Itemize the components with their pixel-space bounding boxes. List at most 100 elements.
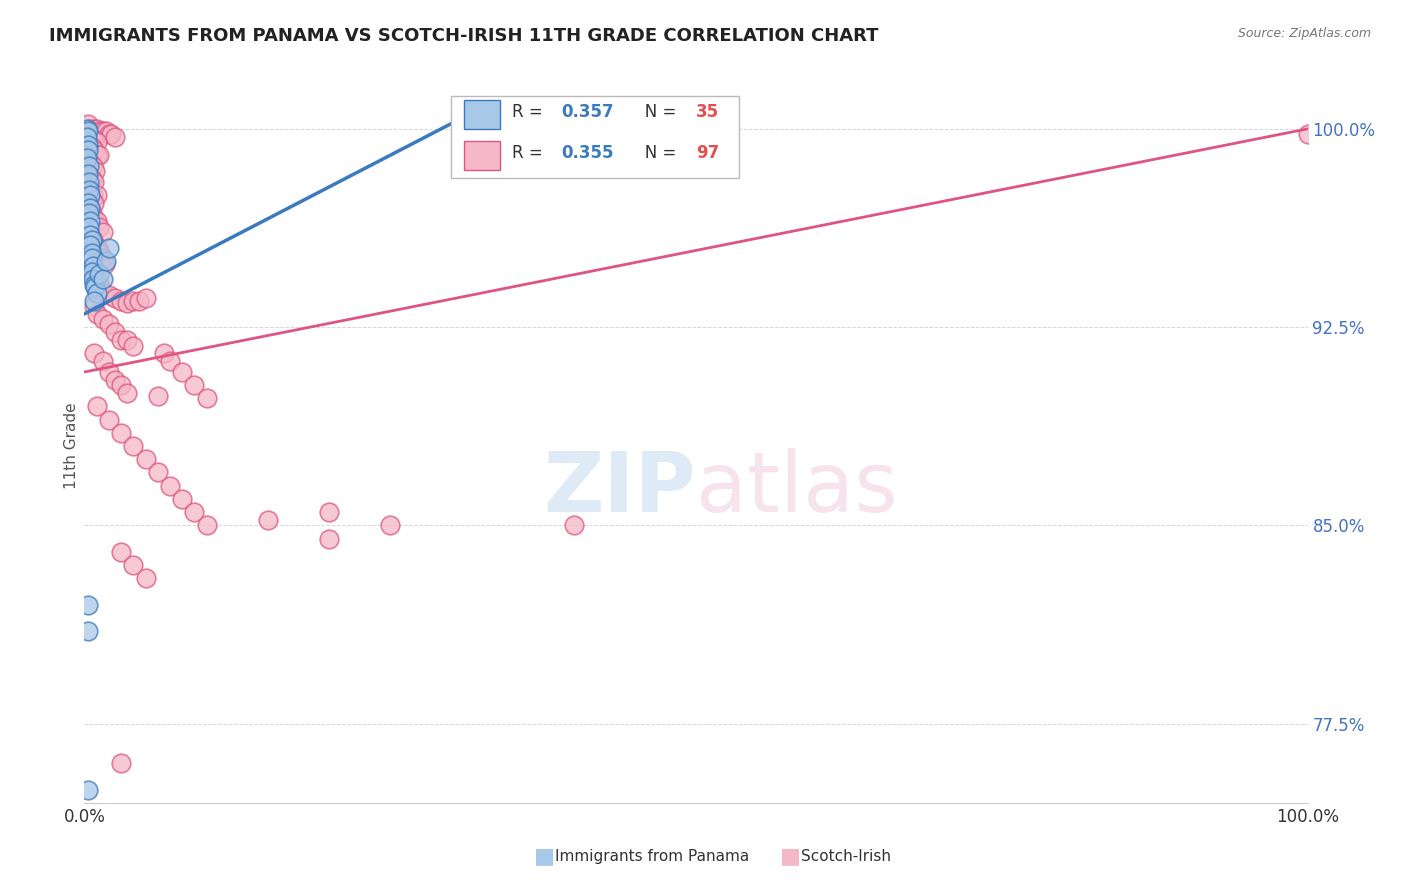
Point <box>82 159 104 173</box>
Point <box>82 260 104 274</box>
Point <box>77 598 100 612</box>
Point <box>79 227 101 242</box>
Point <box>80 206 103 220</box>
Text: R =: R = <box>513 103 548 121</box>
Point <box>82 233 104 247</box>
Point <box>110 378 132 392</box>
Point <box>79 156 101 170</box>
Point <box>128 293 150 308</box>
Point <box>87 148 110 162</box>
Point <box>153 346 176 360</box>
Point <box>89 246 111 260</box>
Point <box>77 169 100 184</box>
Point <box>79 186 101 200</box>
Text: 0.357: 0.357 <box>561 103 614 121</box>
Point <box>83 299 105 313</box>
Point <box>96 254 118 268</box>
Point <box>77 180 100 194</box>
Point <box>122 439 145 453</box>
Point <box>86 214 108 228</box>
Point <box>76 129 98 144</box>
Point <box>76 151 98 165</box>
Y-axis label: 11th Grade: 11th Grade <box>63 402 79 490</box>
Point <box>115 296 138 310</box>
Point <box>77 143 100 157</box>
Point <box>87 219 110 234</box>
Point <box>77 195 100 210</box>
Point <box>97 288 120 302</box>
Point <box>83 143 105 157</box>
FancyBboxPatch shape <box>451 96 738 178</box>
Point <box>77 137 100 152</box>
Point <box>83 175 105 189</box>
Point <box>76 121 98 136</box>
Point <box>77 137 100 152</box>
Point <box>135 571 157 585</box>
Point <box>115 386 138 401</box>
Point <box>104 129 127 144</box>
Point <box>86 148 108 162</box>
Point <box>79 201 101 215</box>
Point <box>104 291 127 305</box>
Point <box>77 117 100 131</box>
Point <box>115 333 138 347</box>
Text: atlas: atlas <box>696 449 897 529</box>
Text: N =: N = <box>628 103 682 121</box>
Point <box>86 188 108 202</box>
Point <box>77 167 100 181</box>
Point <box>77 624 100 638</box>
Point <box>83 346 105 360</box>
Text: R =: R = <box>513 145 548 162</box>
Text: Immigrants from Panama: Immigrants from Panama <box>555 849 749 863</box>
Point <box>83 293 105 308</box>
Point <box>110 293 132 308</box>
Point <box>87 275 110 289</box>
Point <box>83 121 105 136</box>
Point <box>104 326 127 340</box>
Point <box>110 425 132 440</box>
Point <box>77 219 100 234</box>
Point <box>146 466 169 480</box>
FancyBboxPatch shape <box>464 100 501 128</box>
Point <box>86 307 108 321</box>
Point <box>562 518 585 533</box>
Point <box>87 241 110 255</box>
Point <box>172 365 194 379</box>
Point <box>91 312 114 326</box>
Point <box>100 127 122 141</box>
Point <box>77 201 100 215</box>
Point <box>195 392 218 406</box>
Point <box>79 214 101 228</box>
Point <box>80 233 103 247</box>
Point <box>94 257 117 271</box>
Point <box>135 452 157 467</box>
Point <box>110 545 132 559</box>
Point <box>79 227 101 242</box>
FancyBboxPatch shape <box>464 141 501 169</box>
Point <box>172 491 194 506</box>
Point <box>84 238 107 252</box>
Point <box>318 532 340 546</box>
Point <box>83 195 105 210</box>
Point <box>80 193 103 207</box>
Point <box>159 478 181 492</box>
Point <box>97 241 120 255</box>
Point <box>80 246 103 260</box>
Point <box>77 782 100 797</box>
Text: 0.355: 0.355 <box>561 145 614 162</box>
Text: 35: 35 <box>696 103 718 121</box>
Point <box>83 211 105 226</box>
Point <box>80 172 103 186</box>
Point <box>97 365 120 379</box>
Point <box>183 505 205 519</box>
Point <box>82 264 104 278</box>
Point <box>79 121 101 136</box>
Point <box>83 132 105 146</box>
Point <box>83 277 105 292</box>
Text: Source: ZipAtlas.com: Source: ZipAtlas.com <box>1237 27 1371 40</box>
Point <box>318 505 340 519</box>
Point <box>91 124 114 138</box>
Text: IMMIGRANTS FROM PANAMA VS SCOTCH-IRISH 11TH GRADE CORRELATION CHART: IMMIGRANTS FROM PANAMA VS SCOTCH-IRISH 1… <box>49 27 879 45</box>
Text: ■: ■ <box>534 847 555 866</box>
Point <box>77 175 100 189</box>
